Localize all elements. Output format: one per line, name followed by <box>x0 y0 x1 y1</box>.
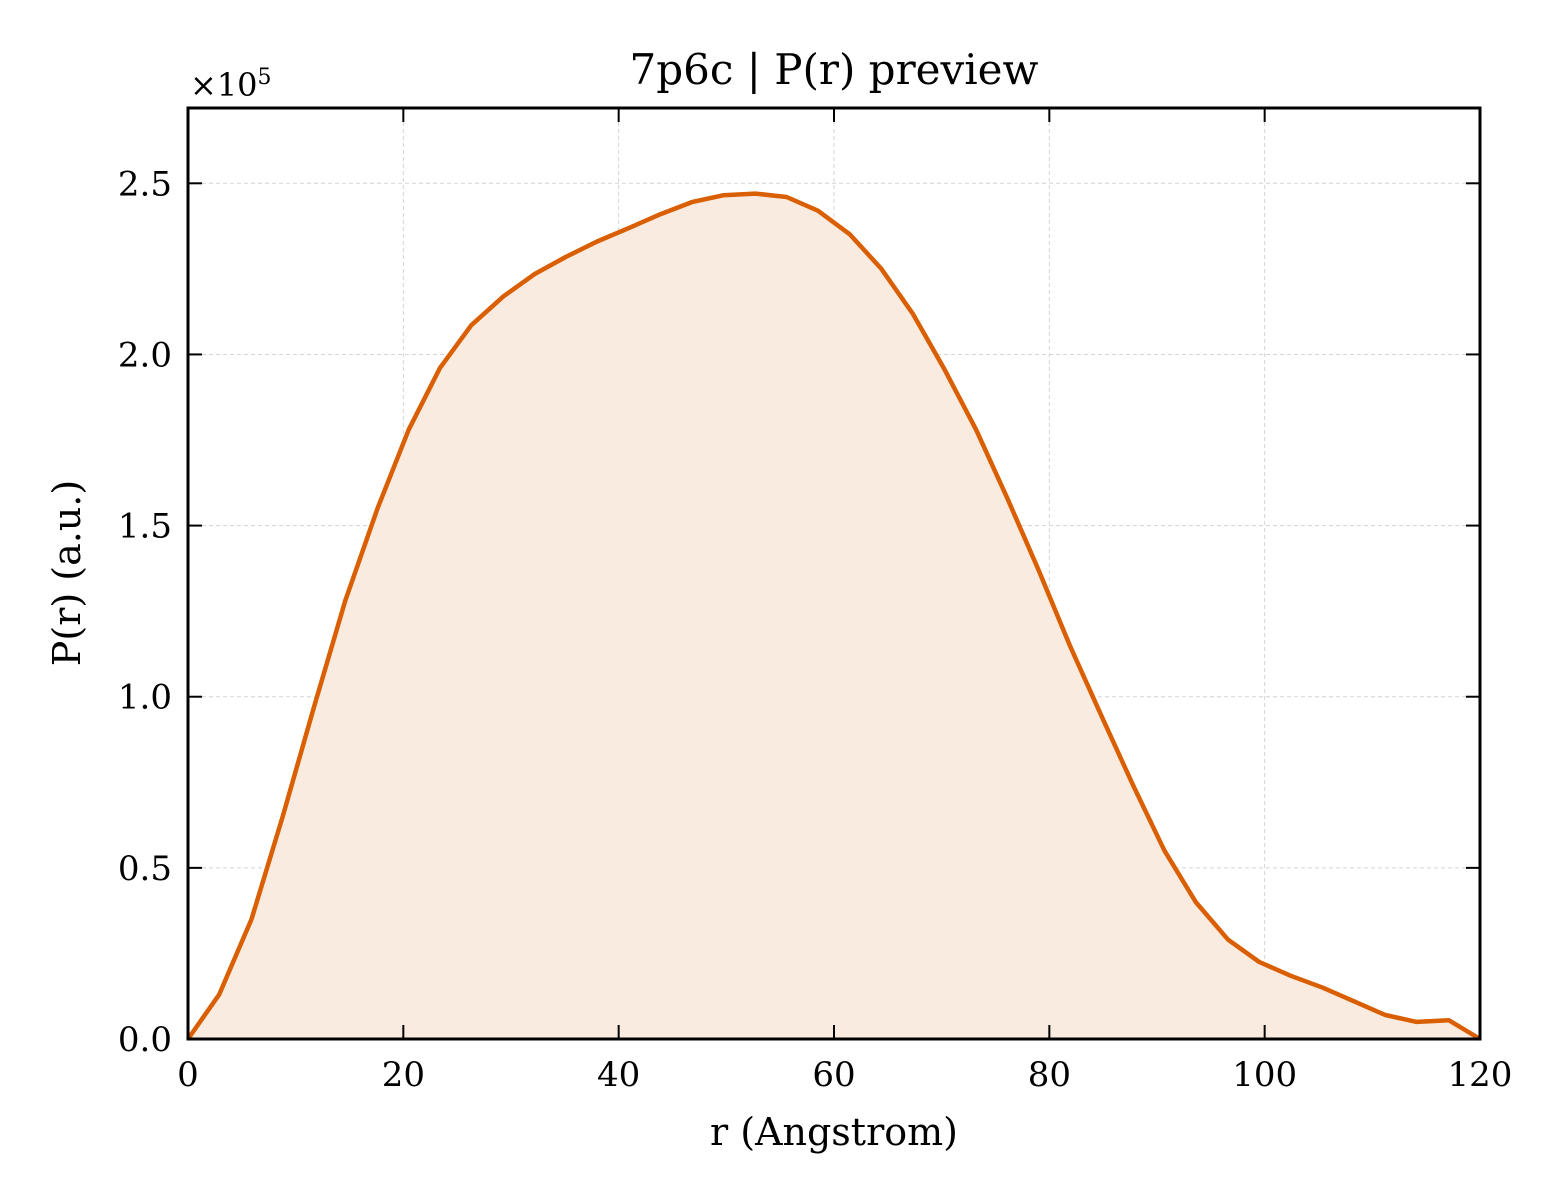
plot-area <box>186 191 1482 1041</box>
y-tick-label: 0.0 <box>118 1020 172 1060</box>
x-tick-label: 100 <box>1232 1055 1297 1095</box>
x-tick-label: 0 <box>177 1055 199 1095</box>
y-multiplier-base: ×10 <box>190 66 258 104</box>
y-tick-labels: 0.0 0.5 1.0 1.5 2.0 2.5 <box>118 164 172 1060</box>
axes-frame <box>186 106 1482 1041</box>
y-axis-multiplier: ×105 <box>190 65 272 104</box>
series-line <box>186 191 1482 1041</box>
x-tick-label: 20 <box>382 1055 425 1095</box>
x-tick-label: 40 <box>597 1055 640 1095</box>
y-tick-label: 1.5 <box>118 507 172 547</box>
x-tick-labels: 0 20 40 60 80 100 120 <box>177 1055 1512 1095</box>
x-tick-label: 60 <box>812 1055 855 1095</box>
y-tick-label: 2.0 <box>118 335 172 375</box>
y-tick-label: 1.0 <box>118 678 172 718</box>
y-multiplier-exponent: 5 <box>258 65 272 90</box>
x-tick-label: 80 <box>1028 1055 1071 1095</box>
x-tick-label: 120 <box>1448 1055 1513 1095</box>
y-axis-label: P(r) (a.u.) <box>45 480 89 666</box>
series-area-fill <box>188 193 1480 1040</box>
y-tick-label: 2.5 <box>118 164 172 204</box>
x-axis-label: r (Angstrom) <box>710 1110 958 1154</box>
chart-title: 7p6c | P(r) preview <box>630 45 1039 94</box>
y-tick-label: 0.5 <box>118 849 172 889</box>
